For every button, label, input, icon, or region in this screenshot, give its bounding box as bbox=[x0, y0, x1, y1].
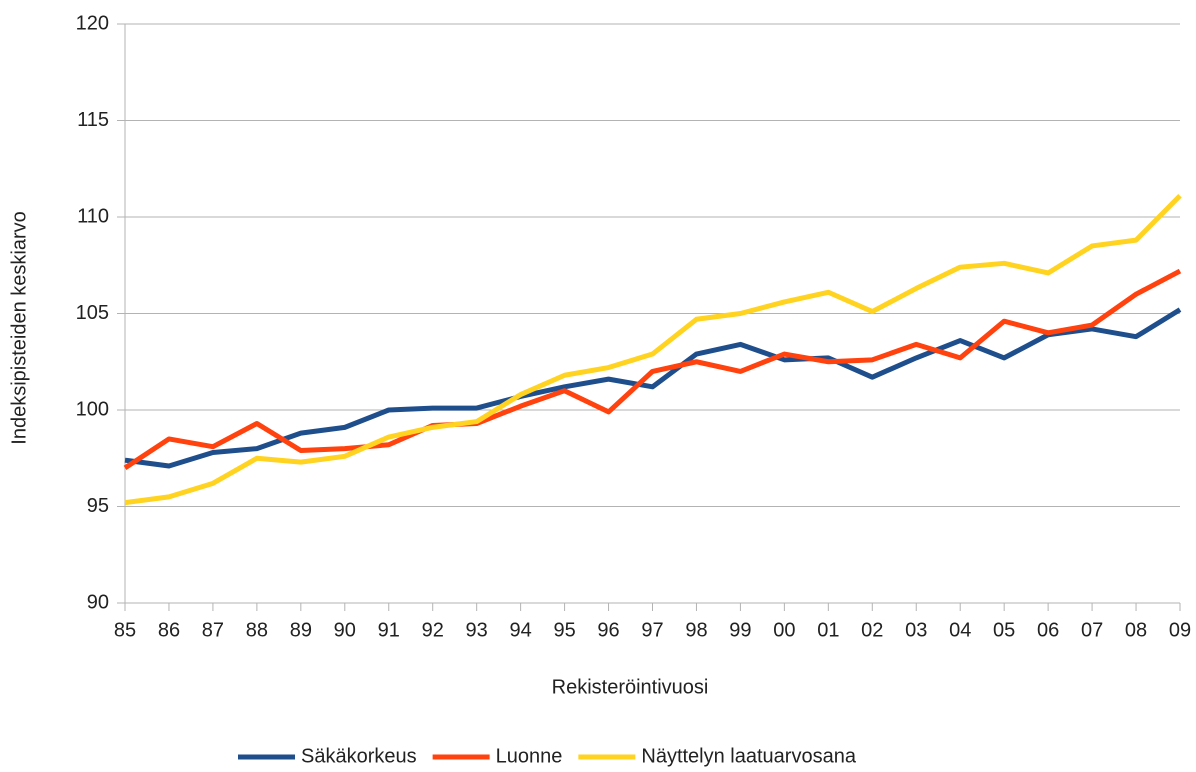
x-tick-label: 97 bbox=[641, 619, 663, 641]
y-tick-label: 120 bbox=[76, 12, 109, 34]
x-tick-label: 93 bbox=[466, 619, 488, 641]
y-tick-label: 100 bbox=[76, 398, 109, 420]
y-tick-label: 90 bbox=[87, 591, 109, 613]
x-tick-label: 96 bbox=[597, 619, 619, 641]
x-tick-label: 03 bbox=[905, 619, 927, 641]
x-tick-label: 94 bbox=[510, 619, 532, 641]
x-tick-label: 91 bbox=[378, 619, 400, 641]
x-tick-label: 92 bbox=[422, 619, 444, 641]
x-tick-label: 06 bbox=[1037, 619, 1059, 641]
x-tick-label: 86 bbox=[158, 619, 180, 641]
y-tick-label: 95 bbox=[87, 495, 109, 517]
y-tick-label: 115 bbox=[77, 109, 109, 131]
y-axis-title: Indeksipisteiden keskiarvo bbox=[8, 211, 30, 444]
x-tick-label: 95 bbox=[553, 619, 575, 641]
x-tick-label: 07 bbox=[1081, 619, 1103, 641]
x-tick-label: 01 bbox=[817, 619, 839, 641]
x-tick-label: 00 bbox=[773, 619, 795, 641]
x-tick-label: 87 bbox=[202, 619, 224, 641]
x-tick-label: 99 bbox=[729, 619, 751, 641]
x-tick-label: 09 bbox=[1169, 619, 1191, 641]
x-axis-title: Rekisteröintivuosi bbox=[552, 676, 709, 698]
x-tick-label: 98 bbox=[685, 619, 707, 641]
y-tick-label: 105 bbox=[76, 302, 109, 324]
legend-label: Luonne bbox=[496, 745, 563, 767]
data-line bbox=[123, 268, 1182, 470]
x-tick-label: 90 bbox=[334, 619, 356, 641]
x-tick-label: 88 bbox=[246, 619, 268, 641]
legend-label: Näyttelyn laatuarvosana bbox=[641, 745, 856, 767]
x-tick-label: 05 bbox=[993, 619, 1015, 641]
x-tick-label: 85 bbox=[114, 619, 136, 641]
data-line bbox=[124, 307, 1182, 469]
x-tick-label: 04 bbox=[949, 619, 971, 641]
data-line bbox=[124, 194, 1182, 506]
x-tick-label: 08 bbox=[1125, 619, 1147, 641]
legend-label: Säkäkorkeus bbox=[301, 745, 417, 767]
y-tick-label: 110 bbox=[77, 205, 109, 227]
x-tick-label: 89 bbox=[290, 619, 312, 641]
x-tick-label: 02 bbox=[861, 619, 883, 641]
